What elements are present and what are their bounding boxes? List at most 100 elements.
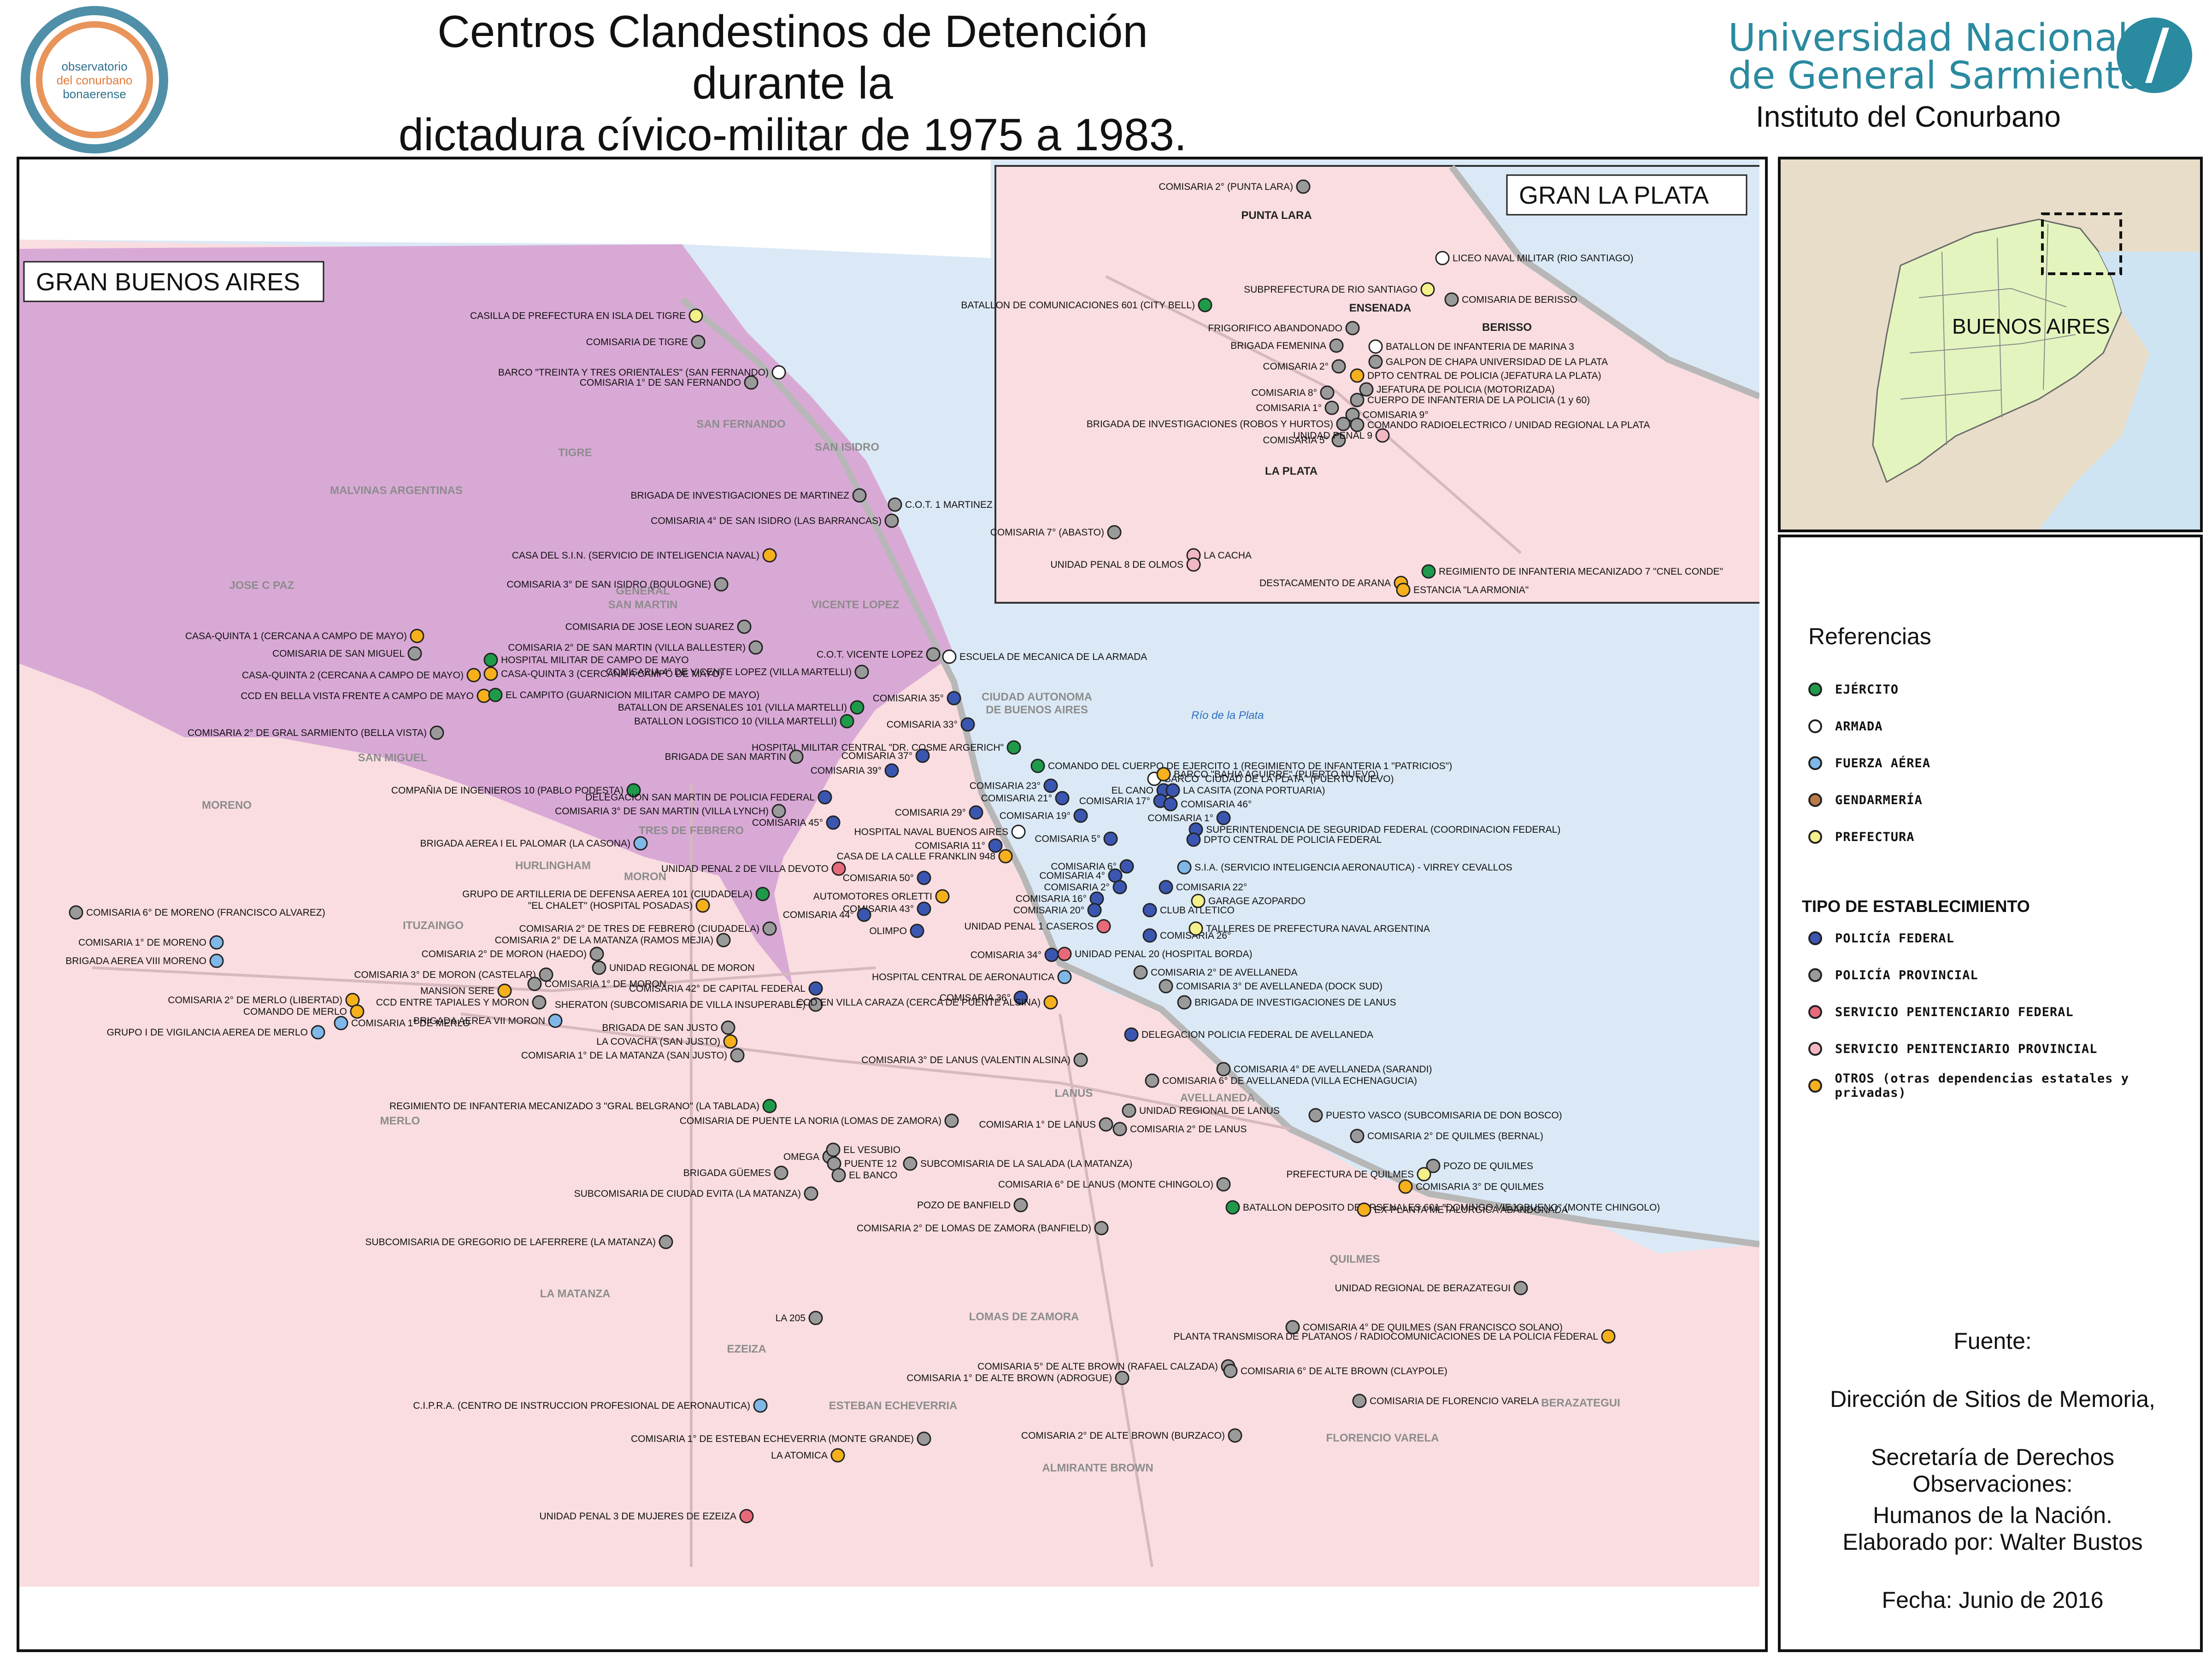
centro-marker[interactable]: LICEO NAVAL MILITAR (RIO SANTIAGO) [1435, 251, 1633, 265]
centro-marker[interactable]: "EL CHALET" (HOSPITAL POSADAS) [528, 898, 710, 913]
centro-dot[interactable] [350, 1004, 365, 1019]
centro-marker[interactable]: HOSPITAL MILITAR CENTRAL "DR. COSME ARGE… [752, 740, 1021, 755]
centro-dot[interactable] [1142, 903, 1157, 918]
centro-dot[interactable] [771, 365, 786, 380]
centro-marker[interactable]: COMISARIA 2° DE LA MATANZA (RAMOS MEJIA) [495, 933, 731, 947]
centro-dot[interactable] [1099, 1117, 1113, 1132]
centro-marker[interactable]: DPTO CENTRAL DE POLICIA (JEFATURA LA PLA… [1350, 368, 1601, 383]
centro-marker[interactable]: COMISARIA 4° [1039, 868, 1123, 883]
centro-marker[interactable]: COMISARIA 8° [1251, 385, 1335, 400]
centro-marker[interactable]: AUTOMOTORES ORLETTI [813, 889, 950, 904]
centro-marker[interactable]: BATALLON DEPOSITO DE ARSENALES 601 "DOMI… [1225, 1200, 1660, 1215]
centro-dot[interactable] [903, 1156, 918, 1171]
centro-dot[interactable] [1044, 947, 1059, 962]
centro-marker[interactable]: BRIGADA AEREA I EL PALOMAR (LA CASONA) [420, 836, 648, 851]
centro-marker[interactable]: COMISARIA DE FLORENCIO VARELA [1352, 1394, 1539, 1408]
centro-dot[interactable] [716, 933, 731, 947]
centro-dot[interactable] [1285, 1320, 1300, 1335]
centro-dot[interactable] [1043, 778, 1058, 793]
centro-dot[interactable] [826, 815, 841, 830]
centro-marker[interactable]: BRIGADA DE INVESTIGACIONES DE LANUS [1177, 995, 1396, 1010]
centro-marker[interactable]: COMISARIA 21° [981, 791, 1070, 806]
centro-marker[interactable]: GRUPO DE ARTILLERIA DE DEFENSA AEREA 101… [462, 887, 770, 901]
centro-dot[interactable] [1444, 292, 1459, 307]
centro-marker[interactable]: BARCO "BAHIA AGUIRRE" (PUERTO NUEVO) [1156, 767, 1379, 782]
centro-dot[interactable] [1159, 880, 1173, 894]
centro-dot[interactable] [1336, 417, 1351, 431]
centro-marker[interactable]: S.I.A. (SERVICIO INTELIGENCIA AERONAUTIC… [1177, 860, 1512, 875]
centro-marker[interactable]: CASILLA DE PREFECTURA EN ISLA DEL TIGRE [470, 308, 703, 323]
centro-dot[interactable] [762, 921, 777, 936]
centro-marker[interactable]: COMISARIA 6° DE ALTE BROWN (CLAYPOLE) [1223, 1364, 1447, 1378]
centro-dot[interactable] [407, 646, 422, 661]
centro-dot[interactable] [1601, 1329, 1616, 1344]
centro-dot[interactable] [1073, 1053, 1088, 1067]
centro-marker[interactable]: COMISARIA DE TIGRE [586, 335, 706, 349]
centro-dot[interactable] [960, 717, 975, 732]
centro-marker[interactable]: COMISARIA 3° DE QUILMES [1398, 1179, 1544, 1194]
centro-marker[interactable]: BATALLON DE ARSENALES 101 (VILLA MARTELL… [618, 700, 865, 715]
centro-marker[interactable]: COMISARIA 7° (ABASTO) [990, 525, 1122, 540]
centro-marker[interactable]: CCD EN BELLA VISTA FRENTE A CAMPO DE MAY… [241, 688, 491, 703]
centro-marker[interactable]: COMISARIA 2° DE LOMAS DE ZAMORA (BANFIEL… [857, 1221, 1109, 1235]
centro-dot[interactable] [497, 983, 512, 998]
centro-dot[interactable] [917, 1431, 931, 1446]
centro-dot[interactable] [589, 947, 604, 961]
centro-dot[interactable] [831, 861, 846, 876]
centro-marker[interactable]: COMISARIA 2° (PUNTA LARA) [1159, 179, 1311, 194]
centro-dot[interactable] [466, 668, 481, 682]
centro-marker[interactable]: COMISARIA 20° [1013, 903, 1102, 918]
centro-marker[interactable]: COMISARIA 2° DE LANUS [1112, 1122, 1247, 1136]
centro-dot[interactable] [1296, 179, 1311, 194]
centro-dot[interactable] [1163, 797, 1178, 812]
centro-marker[interactable]: BRIGADA AEREA VIII MORENO [65, 953, 224, 968]
centro-marker[interactable]: COMISARIA 2° DE QUILMES (BERNAL) [1350, 1129, 1543, 1143]
centro-marker[interactable]: COMISARIA 1° DE MORENO [78, 935, 224, 950]
centro-dot[interactable] [714, 577, 729, 592]
centro-dot[interactable] [1350, 368, 1365, 383]
centro-marker[interactable]: C.O.T. VICENTE LOPEZ [817, 647, 941, 662]
centro-marker[interactable]: COMISARIA 46° [1163, 797, 1252, 812]
centro-dot[interactable] [1216, 811, 1231, 825]
centro-marker[interactable]: BRIGADA AEREA VII MORON [413, 1013, 563, 1028]
centro-dot[interactable] [917, 871, 931, 885]
centro-dot[interactable] [830, 1448, 845, 1463]
centro-dot[interactable] [1142, 928, 1157, 943]
centro-marker[interactable]: REGIMIENTO DE INFANTERIA MECANIZADO 7 "C… [1421, 564, 1723, 579]
centro-marker[interactable]: COMISARIA 45° [752, 815, 841, 830]
centro-dot[interactable] [659, 1235, 673, 1249]
centro-dot[interactable] [1368, 354, 1383, 369]
centro-marker[interactable]: GARAGE AZOPARDO [1191, 894, 1306, 908]
centro-marker[interactable]: CASA DE LA CALLE FRANKLIN 948 [837, 849, 1013, 864]
centro-marker[interactable]: COMISARIA 29° [895, 805, 983, 820]
centro-dot[interactable] [762, 1099, 777, 1113]
centro-dot[interactable] [748, 640, 763, 655]
centro-dot[interactable] [917, 901, 931, 916]
centro-marker[interactable]: COMISARIA 2° [1263, 359, 1346, 374]
centro-marker[interactable]: COMISARIA 16° [1016, 891, 1104, 906]
centro-marker[interactable]: COMISARIA 3° DE SAN ISIDRO (BOULOGNE) [506, 577, 729, 592]
centro-dot[interactable] [633, 836, 648, 851]
centro-marker[interactable]: SUBCOMISARIA DE GREGORIO DE LAFERRERE (L… [365, 1235, 673, 1249]
centro-dot[interactable] [626, 783, 641, 798]
centro-dot[interactable] [808, 997, 823, 1012]
centro-marker[interactable]: UNIDAD PENAL 2 DE VILLA DEVOTO [661, 861, 846, 876]
centro-dot[interactable] [1119, 859, 1134, 874]
centro-dot[interactable] [1198, 298, 1212, 312]
centro-dot[interactable] [1350, 1129, 1365, 1143]
centro-dot[interactable] [755, 887, 770, 901]
centro-marker[interactable]: TALLERES DE PREFECTURA NAVAL ARGENTINA [1188, 921, 1430, 936]
centro-dot[interactable] [1087, 903, 1102, 918]
centro-marker[interactable]: COMISARIA 2° DE TRES DE FEBRERO (CIUDADE… [519, 921, 777, 936]
centro-marker[interactable]: POZO DE BANFIELD [917, 1198, 1028, 1212]
centro-dot[interactable] [1331, 359, 1346, 374]
centro-dot[interactable] [695, 898, 710, 913]
centro-dot[interactable] [1331, 433, 1346, 447]
centro-dot[interactable] [753, 1398, 768, 1413]
centro-marker[interactable]: DELEGACION POLICIA FEDERAL DE AVELLANEDA [1124, 1027, 1373, 1042]
centro-dot[interactable] [850, 700, 865, 715]
centro-marker[interactable]: COMANDO DEL CUERPO DE EJERCITO 1 (REGIMI… [1030, 759, 1452, 773]
centro-marker[interactable]: COMISARIA 4° DE AVELLANEDA (SARANDI) [1216, 1062, 1432, 1077]
centro-dot[interactable] [1426, 1159, 1441, 1173]
centro-marker[interactable]: COMISARIA DE PUENTE LA NORIA (LOMAS DE Z… [680, 1113, 959, 1128]
